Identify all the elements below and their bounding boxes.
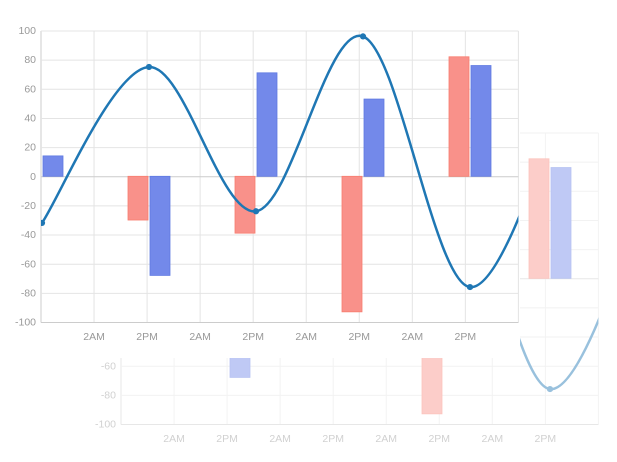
red-bar[interactable] [234,175,256,234]
x-axis-tick-label: 2PM [136,331,158,343]
red-bar [528,158,550,279]
blue-bar [550,167,572,279]
y-axis-tick-label: 60 [24,83,36,95]
blue-bar[interactable] [363,98,385,177]
x-axis-labels: 2AM 2PM 2AM 2PM 2AM 2PM 2AM 2PM [163,433,556,445]
y-axis-tick-label: 0 [30,171,36,183]
y-axis-tick-label: -20 [21,200,36,212]
x-axis-tick-label: 2AM [295,331,317,343]
y-axis-tick-label: -40 [21,229,36,241]
x-axis-tick-label: 2PM [428,433,450,445]
line-point [546,385,554,393]
main-chart-svg[interactable]: 100 80 60 40 20 0 -20 -40 -60 -80 -100 2AM 2PM 2AM 2PM… [0,0,520,358]
blue-bar[interactable] [470,65,492,177]
x-axis-labels: 2AM 2PM 2AM 2PM 2AM 2PM 2AM 2PM [83,331,476,343]
main-chart[interactable]: 100 80 60 40 20 0 -20 -40 -60 -80 -100 2AM 2PM 2AM 2PM… [0,0,520,358]
x-axis-tick-label: 2PM [216,433,238,445]
y-axis-tick-label: 40 [24,113,36,125]
y-axis-tick-label: -80 [101,389,116,401]
x-axis-tick-label: 2PM [455,331,477,343]
y-axis-tick-label: -80 [21,287,36,299]
blue-bar[interactable] [42,155,64,177]
x-axis-tick-label: 2AM [375,433,397,445]
red-bar[interactable] [448,56,470,177]
y-axis-tick-label: 100 [18,25,36,37]
y-axis-labels: 100 80 60 40 20 0 -20 -40 -60 -80 -100 [15,25,36,329]
x-axis-tick-label: 2AM [482,433,504,445]
x-axis-tick-label: 2AM [402,331,424,343]
x-axis-tick-label: 2AM [189,331,211,343]
line-point[interactable] [39,219,46,227]
line-point[interactable] [145,63,153,71]
grid [40,30,519,323]
x-axis-tick-label: 2PM [535,433,557,445]
blue-bar[interactable] [149,175,171,276]
line-point[interactable] [252,208,260,215]
red-bars-series[interactable] [127,56,470,313]
line-series[interactable] [39,33,520,291]
x-axis-tick-label: 2AM [269,433,291,445]
x-axis-tick-label: 2PM [322,433,344,445]
y-axis-tick-label: -100 [95,419,116,431]
plot-area [39,33,520,313]
y-axis-tick-label: -60 [21,258,36,270]
y-axis-tick-label: 80 [24,54,36,66]
x-axis-tick-label: 2AM [83,331,105,343]
y-axis-tick-label: -60 [101,360,116,372]
blue-bar[interactable] [256,72,278,177]
y-axis-tick-label: 20 [24,142,36,154]
line-point[interactable] [359,33,367,40]
y-axis-tick-label: -100 [15,317,36,329]
red-bar[interactable] [341,175,363,313]
x-axis-tick-label: 2PM [348,331,370,343]
x-axis-tick-label: 2AM [163,433,185,445]
line-path[interactable] [41,34,520,289]
red-bar[interactable] [127,175,149,221]
blue-bars-series[interactable] [42,65,492,276]
x-axis-tick-label: 2PM [242,331,264,343]
line-point[interactable] [466,283,474,291]
